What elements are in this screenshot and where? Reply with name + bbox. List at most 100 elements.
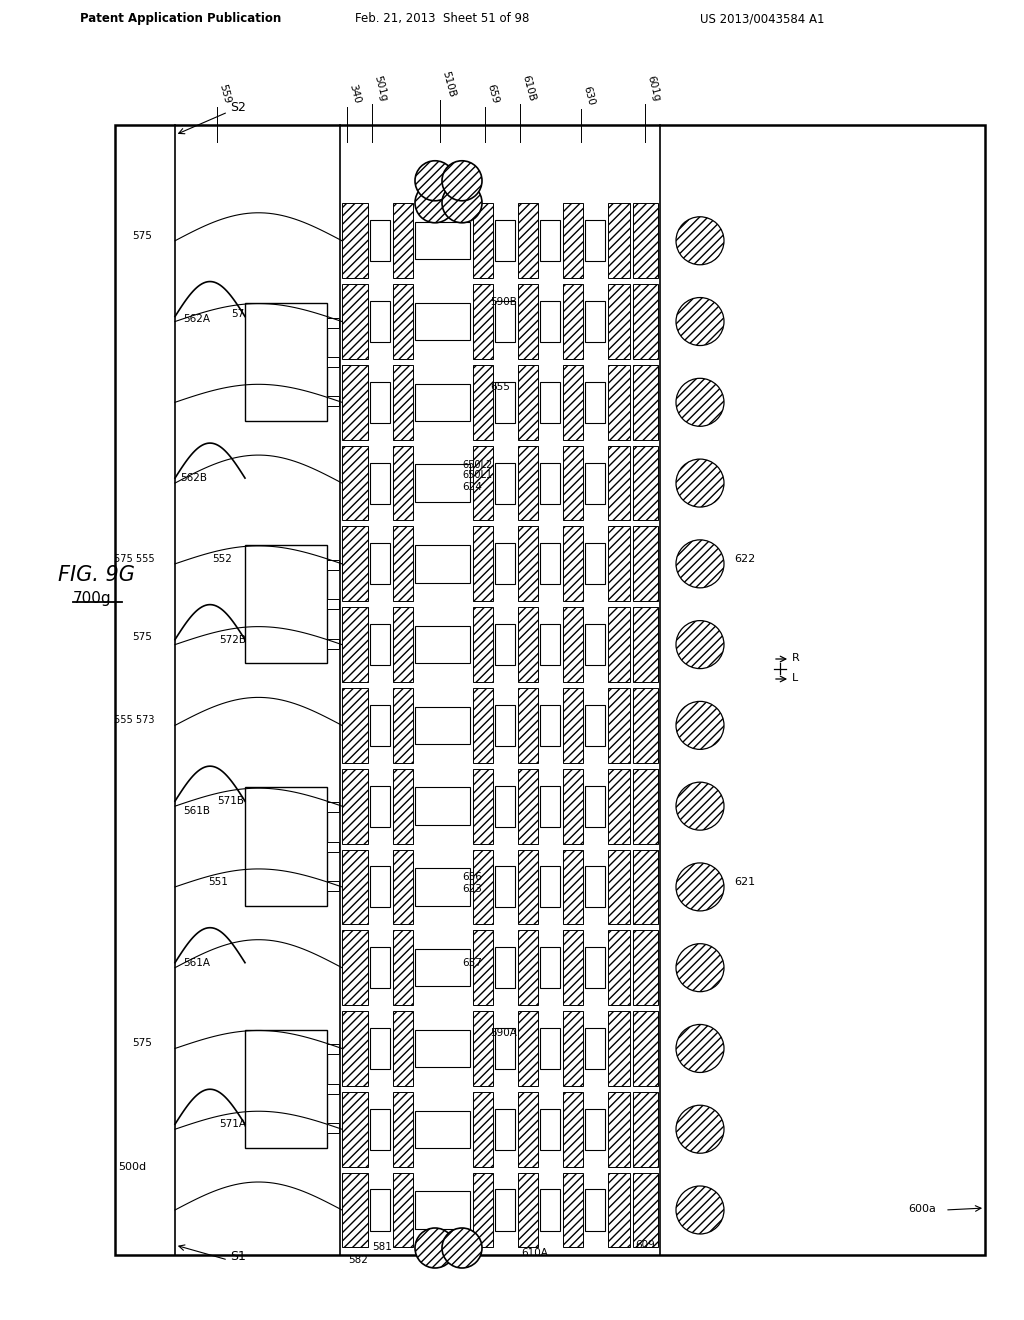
Bar: [518, 1172, 538, 1247]
Bar: [473, 607, 493, 682]
Bar: [327, 1044, 339, 1055]
Bar: [415, 384, 470, 421]
Bar: [633, 688, 658, 763]
Bar: [473, 850, 493, 924]
Circle shape: [676, 1105, 724, 1154]
Text: 659: 659: [485, 83, 500, 106]
Circle shape: [676, 1185, 724, 1234]
Bar: [415, 545, 470, 582]
Circle shape: [676, 620, 724, 669]
Bar: [415, 1192, 470, 1229]
Text: 572A: 572A: [231, 309, 258, 318]
Bar: [327, 560, 339, 570]
Bar: [518, 1011, 538, 1086]
Bar: [585, 866, 605, 907]
Text: 581: 581: [372, 1242, 392, 1251]
Bar: [370, 381, 390, 422]
Text: FIG. 9G: FIG. 9G: [58, 565, 135, 585]
Text: L: L: [792, 673, 799, 682]
Bar: [563, 768, 583, 843]
Bar: [540, 785, 560, 826]
Bar: [327, 396, 339, 407]
Bar: [370, 866, 390, 907]
Bar: [115, 125, 985, 1255]
Bar: [608, 850, 630, 924]
Bar: [473, 1172, 493, 1247]
Bar: [342, 768, 368, 843]
Bar: [563, 203, 583, 279]
Text: US 2013/0043584 A1: US 2013/0043584 A1: [700, 12, 824, 25]
Bar: [327, 318, 339, 327]
Bar: [608, 768, 630, 843]
Bar: [370, 1189, 390, 1230]
Bar: [608, 931, 630, 1005]
Bar: [495, 1109, 515, 1150]
Bar: [393, 284, 413, 359]
Bar: [518, 1092, 538, 1167]
Text: 562A: 562A: [183, 314, 210, 323]
Bar: [585, 1109, 605, 1150]
Bar: [563, 607, 583, 682]
Circle shape: [676, 540, 724, 587]
Text: 656: 656: [462, 873, 482, 882]
Bar: [415, 465, 470, 502]
Bar: [495, 462, 515, 504]
Bar: [608, 284, 630, 359]
Bar: [563, 284, 583, 359]
Text: 621: 621: [734, 876, 755, 887]
Text: 600a: 600a: [908, 1204, 936, 1214]
Text: 601g: 601g: [645, 74, 662, 102]
Text: 610B: 610B: [520, 74, 537, 102]
Text: 590A: 590A: [490, 1028, 517, 1039]
Circle shape: [676, 216, 724, 265]
Text: 552: 552: [212, 554, 232, 564]
Bar: [495, 866, 515, 907]
Text: 571A: 571A: [219, 1119, 246, 1129]
Bar: [393, 850, 413, 924]
Bar: [327, 880, 339, 891]
Bar: [245, 302, 327, 421]
Bar: [393, 527, 413, 601]
Bar: [518, 931, 538, 1005]
Circle shape: [676, 701, 724, 750]
Bar: [563, 527, 583, 601]
Circle shape: [442, 161, 482, 201]
Text: 582: 582: [348, 1255, 368, 1265]
Bar: [540, 381, 560, 422]
Bar: [342, 1172, 368, 1247]
Bar: [327, 356, 339, 367]
Bar: [585, 1028, 605, 1069]
Bar: [342, 446, 368, 520]
Bar: [518, 850, 538, 924]
Bar: [633, 607, 658, 682]
Bar: [393, 1172, 413, 1247]
Bar: [495, 544, 515, 585]
Bar: [495, 624, 515, 665]
Bar: [585, 301, 605, 342]
Bar: [585, 220, 605, 261]
Bar: [563, 446, 583, 520]
Bar: [608, 203, 630, 279]
Text: 501g: 501g: [372, 74, 388, 102]
Bar: [608, 1092, 630, 1167]
Circle shape: [415, 182, 455, 223]
Bar: [370, 705, 390, 746]
Circle shape: [676, 297, 724, 346]
Bar: [473, 688, 493, 763]
Bar: [415, 626, 470, 664]
Text: R: R: [792, 653, 800, 663]
Bar: [473, 768, 493, 843]
Bar: [327, 803, 339, 812]
Bar: [415, 706, 470, 744]
Bar: [473, 203, 493, 279]
Bar: [342, 203, 368, 279]
Circle shape: [676, 863, 724, 911]
Bar: [473, 1011, 493, 1086]
Text: 510A: 510A: [422, 1247, 449, 1258]
Text: 510B: 510B: [440, 70, 457, 98]
Bar: [540, 220, 560, 261]
Bar: [518, 527, 538, 601]
Bar: [495, 1189, 515, 1230]
Bar: [633, 364, 658, 440]
Text: 575: 575: [132, 1039, 152, 1048]
